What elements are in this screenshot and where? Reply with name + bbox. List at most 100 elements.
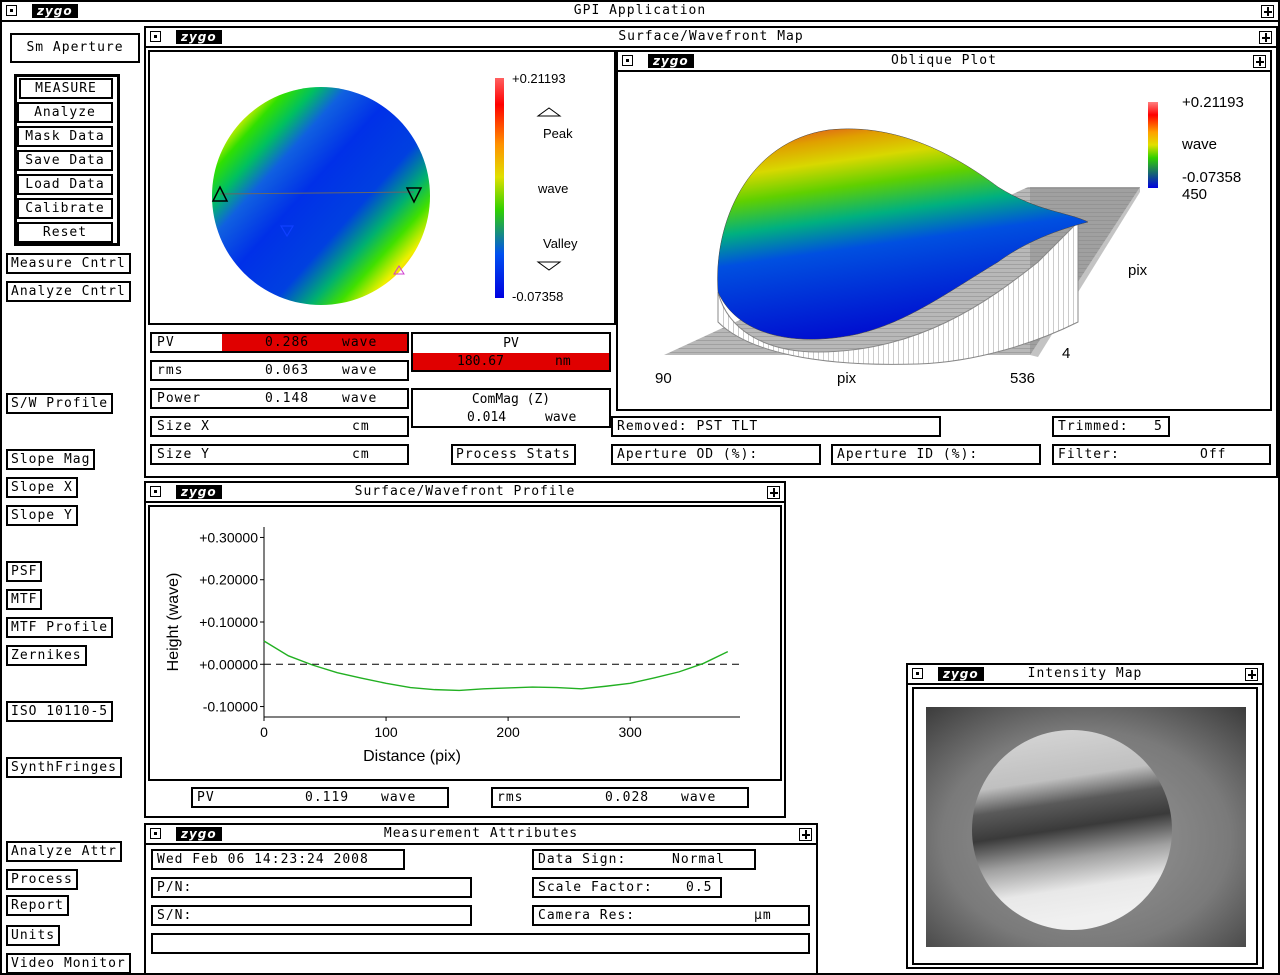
profile-plot-panel: +0.30000 +0.20000 +0.10000 +0.00000 -0.10000… <box>148 505 782 781</box>
y-tick-label: +0.30000 <box>199 529 258 545</box>
trimmed-field: Trimmed: 5 <box>1052 416 1170 437</box>
commag-value: 0.014 <box>467 410 506 425</box>
slope-x-button[interactable]: Slope X <box>6 477 78 498</box>
video-monitor-button[interactable]: Video Monitor <box>6 953 131 974</box>
oblique-y-min: 4 <box>1062 345 1070 362</box>
slope-y-button[interactable]: Slope Y <box>6 505 78 526</box>
resize-icon[interactable] <box>1253 55 1266 68</box>
x-tick-label: 0 <box>260 724 268 740</box>
y-tick-label: +0.20000 <box>199 572 258 588</box>
camera-res-field: Camera Res: µm <box>532 905 810 926</box>
color-scale-bar <box>495 78 504 298</box>
iso-10110-button[interactable]: ISO 10110-5 <box>6 701 113 722</box>
power-field: Power 0.148 wave <box>150 388 409 409</box>
wave-unit-label: wave <box>538 181 568 196</box>
attributes-titlebar[interactable]: zygo Measurement Attributes <box>146 825 816 845</box>
removed-field: Removed: PST TLT <box>611 416 941 437</box>
data-sign-field: Data Sign: Normal <box>532 849 756 870</box>
x-tick-label: 300 <box>618 724 642 740</box>
intensity-titlebar[interactable]: zygo Intensity Map <box>908 665 1262 685</box>
oblique-x-min: 90 <box>655 370 672 387</box>
process-button[interactable]: Process <box>6 869 78 890</box>
oblique-scale-max: +0.21193 <box>1182 94 1244 111</box>
analyze-button[interactable]: Analyze <box>17 102 113 123</box>
measure-button[interactable]: MEASURE <box>19 78 113 99</box>
oblique-color-scale <box>1148 102 1158 188</box>
x-tick-label: 100 <box>374 724 398 740</box>
oblique-plot-window: zygo Oblique Plot <box>616 50 1272 411</box>
synthfringes-button[interactable]: SynthFringes <box>6 757 122 778</box>
app-title: GPI Application <box>2 3 1278 18</box>
analyze-cntrl-button[interactable]: Analyze Cntrl <box>6 281 131 302</box>
pv-nm-label: PV <box>413 336 609 351</box>
pn-field[interactable]: P/N: <box>151 877 472 898</box>
measure-cntrl-button[interactable]: Measure Cntrl <box>6 253 131 274</box>
mtf-button[interactable]: MTF <box>6 589 42 610</box>
aperture-id-field: Aperture ID (%): <box>831 444 1041 465</box>
valley-label: Valley <box>543 236 577 251</box>
scale-factor-field: Scale Factor: 0.5 <box>532 877 722 898</box>
pv-nm-box: PV 180.67 nm <box>411 332 611 372</box>
commag-label: ComMag (Z) <box>413 392 609 407</box>
slope-mag-button[interactable]: Slope Mag <box>6 449 95 470</box>
profile-chart[interactable]: +0.30000 +0.20000 +0.10000 +0.00000 -0.10000… <box>150 507 780 779</box>
x-axis-label: Distance (pix) <box>363 748 461 765</box>
surface-map-disc[interactable] <box>212 87 430 305</box>
commag-unit: wave <box>545 410 576 425</box>
profile-titlebar[interactable]: zygo Surface/Wavefront Profile <box>146 483 784 503</box>
oblique-plot-title: Oblique Plot <box>618 53 1270 68</box>
sw-profile-button[interactable]: S/W Profile <box>6 393 113 414</box>
size-y-field: Size Y cm <box>150 444 409 465</box>
oblique-y-max: 450 <box>1182 186 1207 203</box>
intensity-title: Intensity Map <box>908 666 1262 681</box>
oblique-plot-svg[interactable] <box>618 72 1270 409</box>
oblique-plot-titlebar[interactable]: zygo Oblique Plot <box>618 52 1270 72</box>
save-data-button[interactable]: Save Data <box>17 150 113 171</box>
x-tick-label: 200 <box>496 724 520 740</box>
report-button[interactable]: Report <box>6 895 69 916</box>
profile-pv-field: PV 0.119 wave <box>191 787 449 808</box>
date-field: Wed Feb 06 14:23:24 2008 <box>151 849 405 870</box>
sm-aperture-button[interactable]: Sm Aperture <box>10 33 140 63</box>
resize-icon[interactable] <box>1261 5 1274 18</box>
pv-nm-value-bar: 180.67 nm <box>413 353 609 370</box>
process-stats-button[interactable]: Process Stats <box>451 444 576 465</box>
y-tick-label: +0.10000 <box>199 614 258 630</box>
attributes-title: Measurement Attributes <box>146 826 816 841</box>
size-x-field: Size X cm <box>150 416 409 437</box>
calibrate-button[interactable]: Calibrate <box>17 198 113 219</box>
peak-triangle-icon <box>538 108 560 116</box>
profile-title: Surface/Wavefront Profile <box>146 484 784 499</box>
intensity-map-window: zygo Intensity Map <box>906 663 1264 969</box>
scale-min-label: -0.07358 <box>512 289 563 304</box>
oblique-y-label: pix <box>1128 262 1147 279</box>
intensity-fringe-disc <box>972 730 1172 930</box>
valley-triangle-icon <box>538 262 560 270</box>
rms-field: rms 0.063 wave <box>150 360 409 381</box>
y-tick-label: +0.00000 <box>199 656 258 672</box>
intensity-image[interactable] <box>926 707 1246 947</box>
units-button[interactable]: Units <box>6 925 60 946</box>
app-titlebar[interactable]: zygo GPI Application <box>2 2 1278 22</box>
resize-icon[interactable] <box>767 486 780 499</box>
y-axis-label: Height (wave) <box>165 573 182 672</box>
scale-max-label: +0.21193 <box>512 71 566 86</box>
resize-icon[interactable] <box>1259 31 1272 44</box>
oblique-scale-min: -0.07358 <box>1182 169 1241 186</box>
load-data-button[interactable]: Load Data <box>17 174 113 195</box>
zernikes-button[interactable]: Zernikes <box>6 645 87 666</box>
oblique-scale-unit: wave <box>1182 136 1217 153</box>
resize-icon[interactable] <box>1245 668 1258 681</box>
surface-map-titlebar[interactable]: zygo Surface/Wavefront Map <box>146 28 1276 48</box>
comment-field[interactable] <box>151 933 810 954</box>
analyze-attr-button[interactable]: Analyze Attr <box>6 841 122 862</box>
reset-button[interactable]: Reset <box>17 222 113 243</box>
mtf-profile-button[interactable]: MTF Profile <box>6 617 113 638</box>
psf-button[interactable]: PSF <box>6 561 42 582</box>
filter-field: Filter: Off <box>1052 444 1271 465</box>
resize-icon[interactable] <box>799 828 812 841</box>
peak-label: Peak <box>543 126 573 141</box>
sn-field[interactable]: S/N: <box>151 905 472 926</box>
mask-data-button[interactable]: Mask Data <box>17 126 113 147</box>
profile-series-line <box>264 641 728 690</box>
